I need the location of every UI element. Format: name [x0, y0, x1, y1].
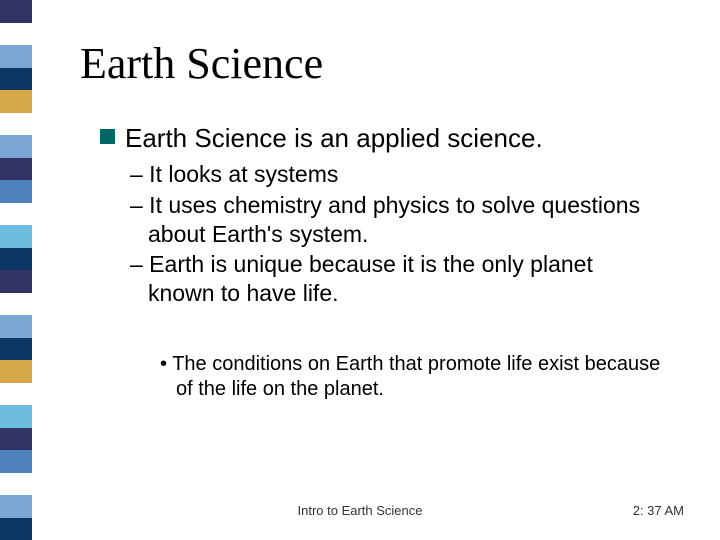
- square-bullet-icon: [100, 129, 115, 144]
- level3-item: • The conditions on Earth that promote l…: [160, 352, 665, 402]
- sidebar-stripe: [0, 405, 32, 428]
- sidebar-stripe: [0, 428, 32, 451]
- sidebar-stripe: [0, 383, 32, 406]
- bullet-level1: Earth Science is an applied science.: [100, 122, 670, 155]
- sidebar-stripe: [0, 338, 32, 361]
- sidebar-stripe: [0, 90, 32, 113]
- slide-title: Earth Science: [80, 38, 323, 89]
- level2-item: – Earth is unique because it is the only…: [130, 250, 665, 308]
- bullet-level2-group: – It looks at systems – It uses chemistr…: [130, 160, 665, 310]
- level1-text: Earth Science is an applied science.: [125, 122, 543, 155]
- sidebar-stripe: [0, 225, 32, 248]
- sidebar-stripe: [0, 518, 32, 540]
- sidebar-stripe: [0, 135, 32, 158]
- sidebar-stripe: [0, 248, 32, 271]
- sidebar-stripe: [0, 180, 32, 203]
- sidebar-stripe: [0, 270, 32, 293]
- sidebar-stripe: [0, 158, 32, 181]
- bullet-level3-group: • The conditions on Earth that promote l…: [160, 352, 665, 402]
- sidebar-stripe: [0, 45, 32, 68]
- sidebar-stripe: [0, 360, 32, 383]
- decorative-sidebar: [0, 0, 32, 540]
- sidebar-stripe: [0, 113, 32, 136]
- sidebar-stripe: [0, 0, 32, 23]
- level2-item: – It uses chemistry and physics to solve…: [130, 191, 665, 249]
- sidebar-stripe: [0, 23, 32, 46]
- sidebar-stripe: [0, 203, 32, 226]
- footer-timestamp: 2: 37 AM: [633, 503, 684, 518]
- sidebar-stripe: [0, 293, 32, 316]
- footer-center-text: Intro to Earth Science: [0, 503, 720, 518]
- sidebar-stripe: [0, 450, 32, 473]
- level2-item: – It looks at systems: [130, 160, 665, 189]
- sidebar-stripe: [0, 68, 32, 91]
- sidebar-stripe: [0, 473, 32, 496]
- sidebar-stripe: [0, 315, 32, 338]
